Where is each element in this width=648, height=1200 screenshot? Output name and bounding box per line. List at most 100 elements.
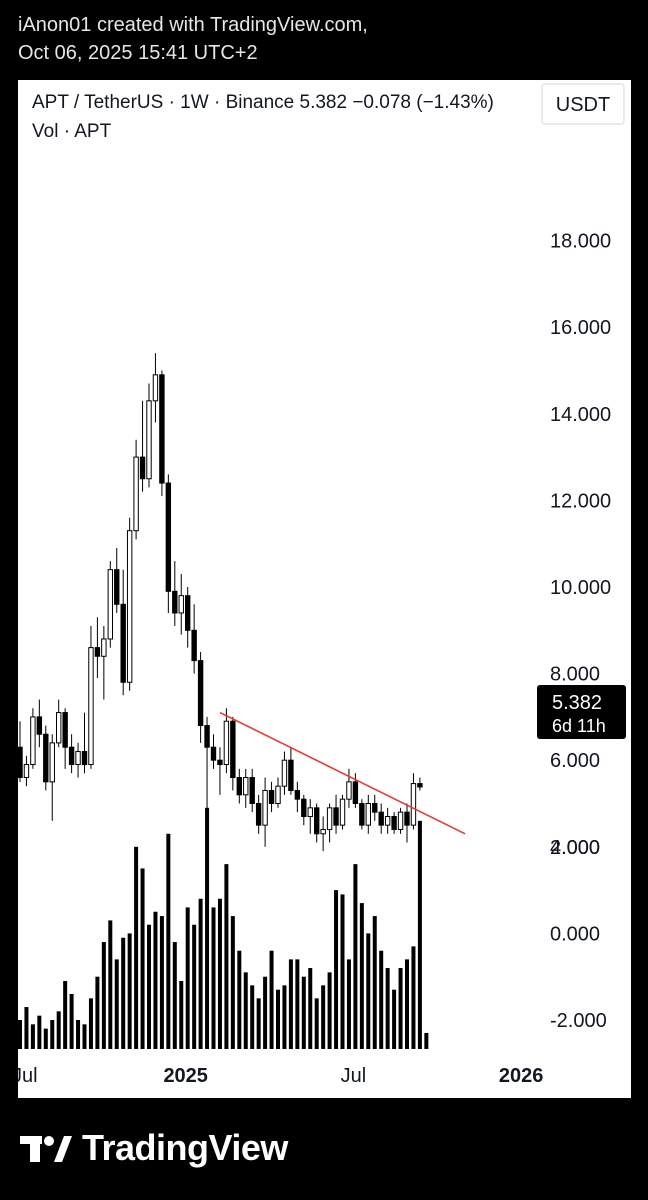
candle-body xyxy=(384,815,391,826)
y-tick-label: 4.000 xyxy=(550,837,600,859)
volume-bar xyxy=(153,911,158,1049)
volume-bar xyxy=(69,994,74,1049)
volume-bar xyxy=(237,950,242,1049)
volume-bar xyxy=(424,1032,429,1049)
volume-bar xyxy=(18,1020,22,1049)
y-tick-label: 6.000 xyxy=(550,750,600,772)
volume-bar xyxy=(82,1024,87,1049)
candle-body xyxy=(94,647,101,657)
candle-body xyxy=(314,807,320,835)
volume-bar xyxy=(276,989,280,1049)
volume-bar xyxy=(166,833,171,1049)
candle-body xyxy=(30,716,36,766)
tradingview-logo[interactable]: TradingView xyxy=(20,1127,288,1168)
candle-body xyxy=(159,374,165,484)
y-tick-label: 18.000 xyxy=(550,231,611,253)
volume-bar xyxy=(147,924,151,1049)
candle-body xyxy=(404,811,410,826)
volume-bar xyxy=(134,846,139,1049)
volume-bar xyxy=(301,976,306,1049)
candle-body xyxy=(255,803,262,826)
volume-bar xyxy=(263,976,268,1049)
candle-body xyxy=(165,482,172,592)
candle-body xyxy=(146,400,152,480)
symbol-legend: APT / TetherUS · 1W · Binance 5.382 −0.0… xyxy=(32,92,494,113)
candle-body xyxy=(114,569,120,605)
last-price-value: 5.382 xyxy=(552,692,602,714)
volume-bar xyxy=(392,989,397,1049)
candle-body xyxy=(139,456,146,480)
candle-body xyxy=(410,783,417,826)
candle-body xyxy=(191,629,197,662)
chart-canvas[interactable]: 18.000 16.000 14.000 12.000 10.000 8.000 6.000… xyxy=(18,80,631,1098)
volume-bar xyxy=(314,998,319,1049)
candle-body xyxy=(333,807,339,826)
volume-bar xyxy=(334,890,339,1049)
volume-bar xyxy=(230,916,235,1049)
candle-body xyxy=(249,777,255,805)
volume-bar xyxy=(379,950,384,1049)
candle-body xyxy=(68,746,75,766)
volume-bar xyxy=(327,972,332,1049)
volume-bar xyxy=(353,864,358,1049)
descending-trendline xyxy=(219,711,466,835)
volume-bar xyxy=(179,981,184,1049)
volume-bar xyxy=(24,1007,29,1049)
candle-body xyxy=(365,803,372,826)
x-tick-label: 2025 xyxy=(163,1065,208,1087)
candle-body xyxy=(320,828,326,835)
chart-panel[interactable]: 18.000 16.000 14.000 12.000 10.000 8.000 6.000… xyxy=(18,80,631,1098)
volume-bar xyxy=(108,920,113,1049)
volume-bar xyxy=(217,898,222,1049)
volume-bar xyxy=(243,972,248,1049)
candle-body xyxy=(133,456,139,532)
volume-bar xyxy=(205,807,210,1049)
volume-bar xyxy=(95,976,100,1049)
volume-bar xyxy=(417,820,422,1049)
candle-body xyxy=(18,746,23,779)
volume-bar xyxy=(372,916,377,1049)
volume-bar xyxy=(101,942,106,1049)
candle-body xyxy=(152,374,159,402)
volume-bar xyxy=(321,985,326,1049)
volume-bar xyxy=(192,924,197,1049)
volume-bar xyxy=(295,959,300,1049)
volume-bar xyxy=(140,868,145,1049)
volume-bar xyxy=(308,968,313,1049)
candle-body xyxy=(326,807,333,830)
candle-body xyxy=(36,716,43,735)
volume-bar xyxy=(56,1011,61,1049)
volume-bar xyxy=(405,959,409,1049)
candle-body xyxy=(197,660,204,727)
volume-bar xyxy=(159,916,164,1049)
candle-body xyxy=(101,638,107,657)
y-tick-label: 12.000 xyxy=(550,490,611,512)
volume-bar xyxy=(30,1024,35,1049)
volume-bar xyxy=(282,985,287,1049)
volume-bar xyxy=(385,968,390,1049)
volume-bar xyxy=(185,907,190,1049)
candle-body xyxy=(372,803,378,813)
candle-body xyxy=(204,725,210,748)
volume-bar xyxy=(359,903,364,1049)
candle-body xyxy=(43,733,49,783)
y-tick-label: -2.000 xyxy=(550,1010,607,1032)
volume-bar xyxy=(76,1020,81,1049)
currency-label: USDT xyxy=(556,94,610,116)
volume-bar xyxy=(288,959,293,1049)
last-price-tag xyxy=(537,685,626,739)
candle-body xyxy=(352,781,359,804)
volume-bar xyxy=(269,950,274,1049)
volume-bar xyxy=(256,998,261,1049)
volume-bar xyxy=(198,898,203,1049)
candle-body xyxy=(210,746,217,761)
volume-bar xyxy=(50,1020,55,1049)
x-tick-label: Jul xyxy=(341,1065,367,1087)
candle-body xyxy=(185,595,191,631)
volume-bar xyxy=(398,968,403,1049)
candle-body xyxy=(56,712,62,744)
volume-bar xyxy=(43,1028,48,1049)
volume-bar xyxy=(63,981,68,1049)
y-tick-label: 10.000 xyxy=(550,577,611,599)
volume-bar xyxy=(114,959,119,1049)
